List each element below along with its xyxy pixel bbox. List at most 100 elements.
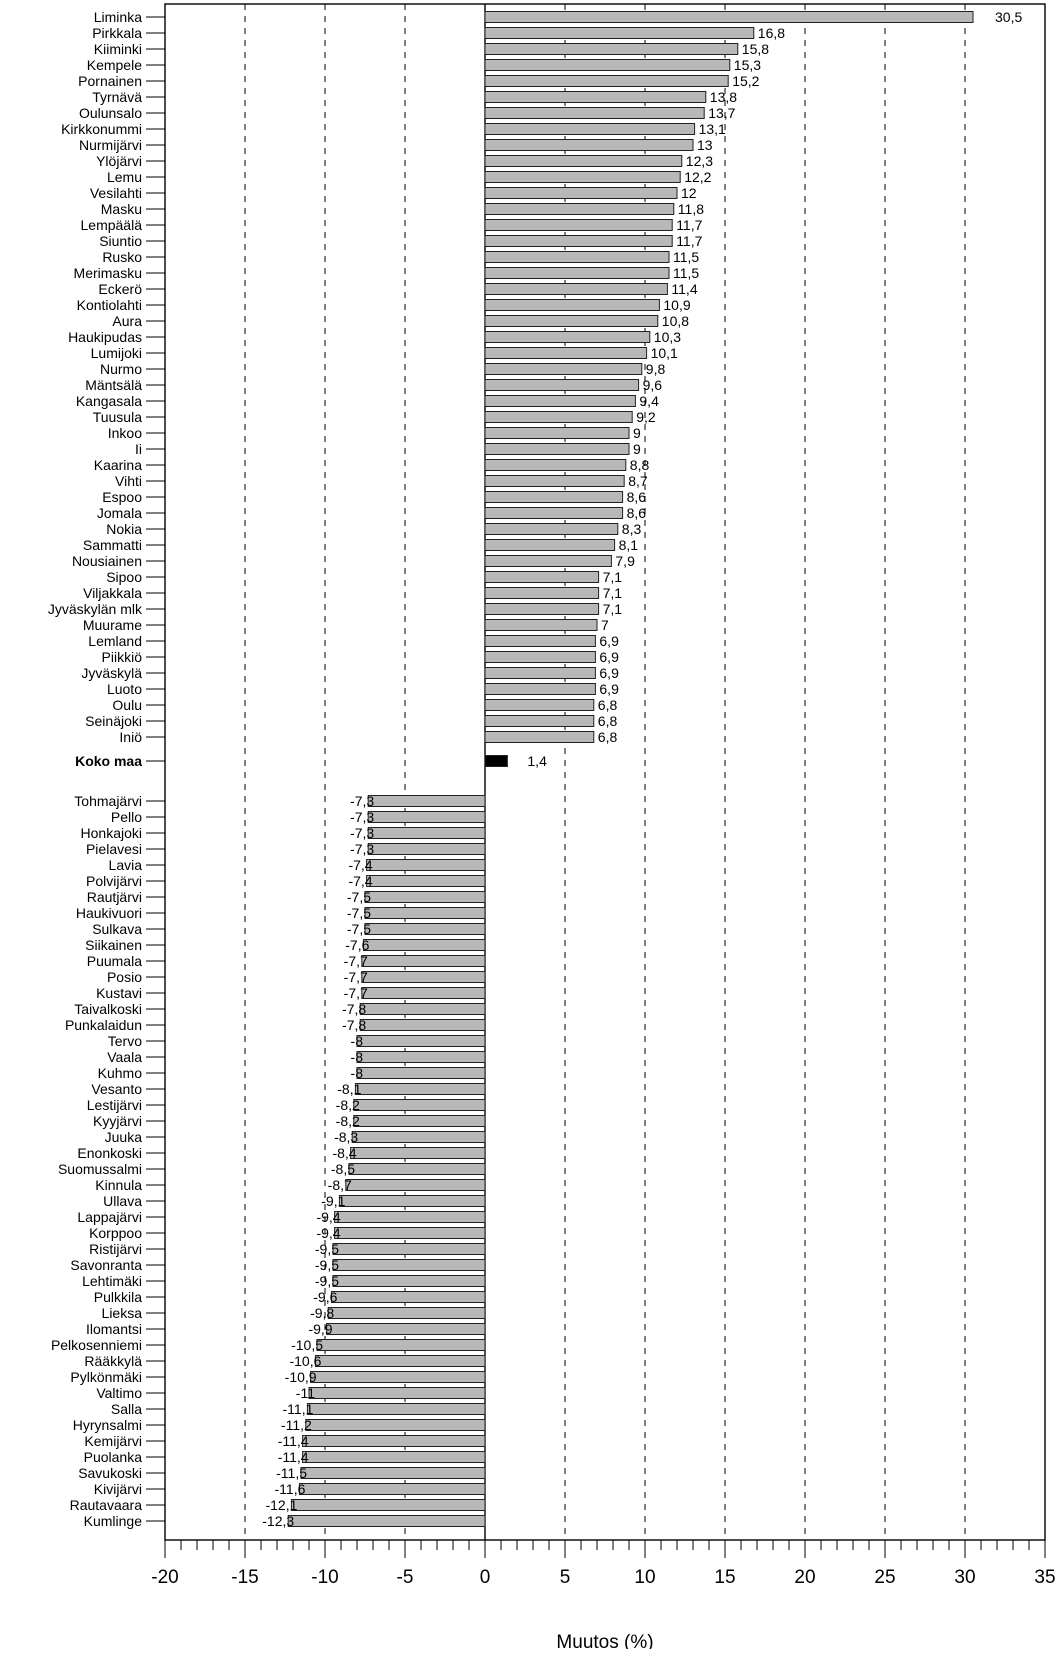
value-label: -8,2: [336, 1113, 360, 1129]
category-label: Pielavesi: [86, 841, 142, 857]
category-label: Vihti: [115, 473, 142, 489]
category-label: Taivalkoski: [74, 1001, 142, 1017]
bar: [484, 411, 633, 423]
category-label: Tohmajärvi: [74, 793, 142, 809]
value-label: 8,8: [630, 457, 650, 473]
bar: [484, 251, 670, 263]
category-label: Valtimo: [96, 1385, 142, 1401]
x-tick-label: 35: [1034, 1567, 1055, 1588]
category-label: Kangasala: [76, 393, 142, 409]
bar: [326, 1323, 486, 1335]
category-label: Haukipudas: [68, 329, 142, 345]
value-label: 15,3: [734, 57, 761, 73]
value-label: -9,4: [316, 1209, 340, 1225]
bar: [484, 59, 731, 71]
bar: [353, 1099, 486, 1111]
bar: [332, 1275, 486, 1287]
bar: [484, 347, 648, 359]
category-label: Muurame: [83, 617, 142, 633]
bar: [484, 571, 600, 583]
category-label: Ristijärvi: [89, 1241, 142, 1257]
value-label: -9,8: [310, 1305, 334, 1321]
category-label: Kuhmo: [98, 1065, 143, 1081]
bar: [484, 171, 681, 183]
bar: [316, 1339, 486, 1351]
category-label: Koko maa: [75, 753, 142, 769]
category-label: Polvijärvi: [86, 873, 142, 889]
value-label: -7,8: [342, 1017, 366, 1033]
category-label: Nurmo: [100, 361, 142, 377]
bar: [484, 699, 595, 711]
bar: [348, 1163, 486, 1175]
category-label: Ullava: [103, 1193, 142, 1209]
value-label: 7,1: [603, 601, 623, 617]
category-label: Tyrnävä: [92, 89, 142, 105]
category-label: Ii: [135, 441, 142, 457]
bar: [484, 507, 624, 519]
bar: [484, 427, 630, 439]
category-label: Nousiainen: [72, 553, 142, 569]
bar: [334, 1211, 486, 1223]
bar: [484, 667, 596, 679]
bar: [302, 1435, 486, 1447]
category-label: Luoto: [107, 681, 142, 697]
value-label: -7,8: [342, 1001, 366, 1017]
category-label: Haukivuori: [76, 905, 142, 921]
category-label: Kumlinge: [84, 1513, 143, 1529]
category-label: Jyväskylä: [81, 665, 142, 681]
category-label: Vesanto: [91, 1081, 142, 1097]
value-label: -7,4: [348, 857, 372, 873]
category-label: Espoo: [102, 489, 142, 505]
x-tick-label: 5: [560, 1567, 571, 1588]
value-label: -7,5: [347, 905, 371, 921]
category-label: Ylöjärvi: [96, 153, 142, 169]
bar: [306, 1403, 486, 1415]
value-label: -11,4: [278, 1449, 309, 1465]
bar: [484, 187, 678, 199]
value-label: -12,1: [265, 1497, 297, 1513]
value-label: 11,7: [676, 217, 702, 233]
category-label: Inkoo: [108, 425, 142, 441]
value-label: -8,5: [331, 1161, 355, 1177]
category-labels: LiminkaPirkkalaKiiminkiKempelePornainenT…: [48, 9, 143, 1529]
category-label: Ilomantsi: [86, 1321, 142, 1337]
bar: [484, 27, 755, 39]
value-label: 6,9: [599, 633, 619, 649]
category-label: Merimasku: [74, 265, 142, 281]
value-label: -9,1: [321, 1193, 345, 1209]
bar: [484, 731, 595, 743]
value-label: 12,2: [684, 169, 711, 185]
bar: [484, 475, 625, 487]
value-label: -8,1: [337, 1081, 361, 1097]
category-label: Kivijärvi: [94, 1481, 142, 1497]
category-label: Jyväskylän mlk: [48, 601, 143, 617]
x-axis-title: Muutos (%): [556, 1632, 653, 1649]
category-label: Siikainen: [85, 937, 142, 953]
value-label: -9,9: [308, 1321, 332, 1337]
bar: [484, 619, 598, 631]
value-label: -8: [351, 1049, 364, 1065]
x-tick-label: -10: [311, 1567, 338, 1588]
x-tick-label: -20: [151, 1567, 178, 1588]
value-label: -10,9: [285, 1369, 317, 1385]
bar-layer: [287, 11, 974, 1527]
bar: [484, 539, 616, 551]
value-label: 8,6: [627, 505, 647, 521]
value-label: 15,8: [742, 41, 769, 57]
category-label: Vesilahti: [90, 185, 142, 201]
bar: [362, 939, 486, 951]
bar: [310, 1371, 486, 1383]
value-label: 9,6: [643, 377, 663, 393]
value-label: 6,8: [598, 697, 618, 713]
category-label: Lavia: [109, 857, 143, 873]
value-label: 9: [633, 425, 641, 441]
category-label: Siuntio: [99, 233, 142, 249]
value-label: -8,4: [332, 1145, 356, 1161]
bar: [484, 75, 729, 87]
bar: [484, 459, 627, 471]
value-label: -7,7: [344, 953, 368, 969]
value-label: 11,5: [673, 265, 699, 281]
value-label: 8,1: [619, 537, 639, 553]
